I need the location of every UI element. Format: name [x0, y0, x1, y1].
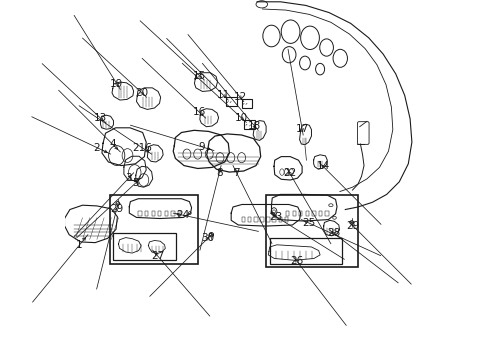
Text: 9: 9	[198, 142, 205, 152]
Text: 27: 27	[150, 251, 163, 261]
Text: 29: 29	[346, 221, 359, 231]
Bar	[278, 217, 282, 222]
Bar	[225, 97, 236, 106]
Bar	[265, 195, 357, 267]
Bar	[266, 217, 269, 222]
Text: 3: 3	[125, 173, 132, 183]
Bar	[109, 195, 197, 264]
Text: 1: 1	[76, 240, 83, 250]
Text: 22: 22	[282, 168, 296, 178]
Text: 13: 13	[94, 113, 107, 123]
Bar	[318, 211, 322, 216]
Bar	[178, 211, 181, 216]
Bar	[272, 217, 276, 222]
Text: 8: 8	[216, 168, 222, 178]
Bar	[113, 233, 176, 260]
Text: 17: 17	[295, 124, 308, 134]
Text: 16: 16	[192, 107, 206, 117]
Bar	[253, 217, 257, 222]
Text: 14: 14	[316, 161, 329, 171]
Bar	[305, 211, 308, 216]
Text: 4: 4	[109, 139, 116, 149]
Text: 25: 25	[302, 218, 315, 228]
Bar	[138, 211, 141, 216]
Bar	[158, 211, 161, 216]
Bar	[299, 211, 302, 216]
Bar	[325, 211, 328, 216]
Text: 18: 18	[247, 121, 261, 131]
Text: 15: 15	[192, 71, 206, 81]
Bar	[171, 211, 174, 216]
Bar	[312, 211, 315, 216]
Bar	[292, 211, 295, 216]
Text: 5: 5	[132, 178, 139, 188]
Bar	[270, 238, 342, 264]
Text: 20: 20	[135, 88, 148, 98]
Text: 2: 2	[93, 143, 100, 153]
Bar	[241, 217, 244, 222]
Bar	[247, 217, 251, 222]
Bar	[260, 217, 263, 222]
Bar	[284, 217, 288, 222]
Bar	[241, 99, 251, 108]
Bar	[244, 120, 254, 129]
Bar	[164, 211, 167, 216]
Text: 12: 12	[233, 92, 246, 102]
Text: 23: 23	[269, 212, 282, 222]
Text: 216: 216	[132, 143, 152, 153]
Bar	[151, 211, 154, 216]
Bar	[144, 211, 148, 216]
Text: 30: 30	[201, 233, 214, 243]
Text: 26: 26	[289, 256, 303, 266]
Text: 11: 11	[217, 90, 230, 100]
Text: 19: 19	[110, 78, 123, 89]
Text: 28: 28	[326, 228, 340, 238]
Text: 29: 29	[110, 204, 123, 214]
Text: 24: 24	[176, 210, 189, 220]
Text: 10: 10	[235, 113, 248, 123]
Text: 7: 7	[233, 168, 240, 178]
Bar	[285, 211, 288, 216]
